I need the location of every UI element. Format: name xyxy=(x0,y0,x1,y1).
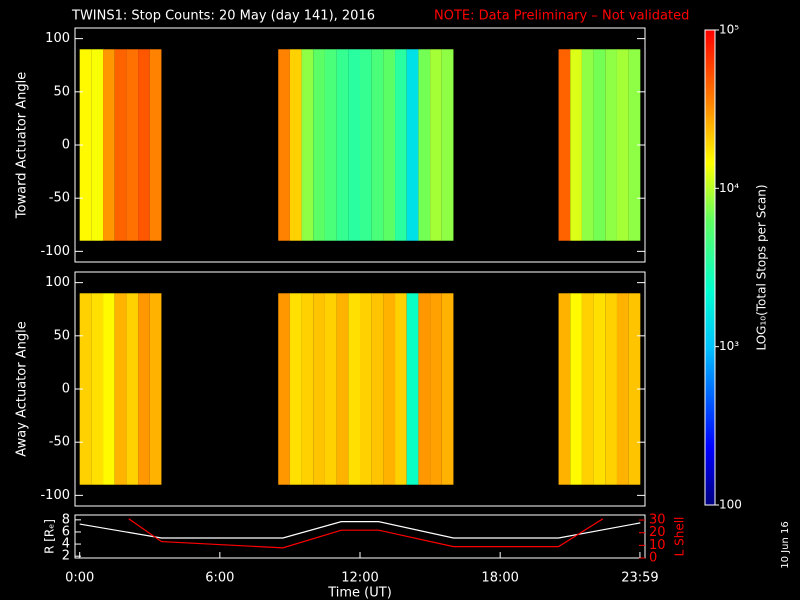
heat-cell xyxy=(313,293,325,485)
heat-cell xyxy=(430,49,442,241)
heat-cell xyxy=(406,49,419,241)
heat-cell xyxy=(558,49,571,241)
heat-cell xyxy=(138,293,150,485)
heat-cell xyxy=(114,49,127,241)
heat-cell xyxy=(360,293,372,485)
y2-tick-label: 10 xyxy=(649,538,666,553)
colorbar-tick-label: 100 xyxy=(719,498,742,512)
heat-cell xyxy=(149,49,162,241)
y-tick-label: 2 xyxy=(62,549,70,564)
heat-cell xyxy=(628,49,641,241)
date-stamp: 10 Jun 16 xyxy=(780,521,791,568)
y-axis-label: R [Rₑ] xyxy=(43,519,57,554)
heat-cell xyxy=(430,293,442,485)
y-axis-label: Toward Actuator Angle xyxy=(15,72,30,219)
heat-cell xyxy=(324,49,337,241)
x-tick-label: 0:00 xyxy=(65,571,94,586)
heat-cell xyxy=(103,49,115,241)
plot-area xyxy=(79,518,641,549)
y-tick-label: -100 xyxy=(40,244,70,259)
y-tick-label: -50 xyxy=(49,435,70,450)
y2-tick-label: 30 xyxy=(649,513,666,528)
chart-title: TWINS1: Stop Counts: 20 May (day 141), 2… xyxy=(71,9,375,24)
heat-cell xyxy=(126,49,139,241)
heat-cell xyxy=(371,293,384,485)
heat-cell xyxy=(605,293,617,485)
heat-cell xyxy=(138,49,150,241)
heat-cell xyxy=(289,49,302,241)
heat-cell xyxy=(324,293,337,485)
series-line xyxy=(79,521,641,539)
heat-cell xyxy=(301,293,314,485)
y-tick-label: 100 xyxy=(45,31,70,46)
heat-cell xyxy=(149,293,162,485)
heat-cell xyxy=(570,49,582,241)
x-tick-label: 12:00 xyxy=(341,571,378,586)
heat-cell xyxy=(301,49,314,241)
heat-cell xyxy=(581,49,594,241)
x-tick-label: 23:59 xyxy=(621,571,658,586)
heat-cell xyxy=(278,49,290,241)
y-tick-label: 0 xyxy=(62,382,70,397)
heat-cell xyxy=(360,49,372,241)
y2-axis-label: L Shell xyxy=(673,517,687,557)
y-tick-label: 4 xyxy=(62,537,70,552)
heat-cell xyxy=(558,293,571,485)
heat-cell xyxy=(114,293,127,485)
heat-cell xyxy=(593,49,606,241)
heat-cell xyxy=(570,293,582,485)
heat-cell xyxy=(581,293,594,485)
y2-tick-label: 0 xyxy=(649,551,657,566)
heat-cell xyxy=(441,49,454,241)
heat-cell xyxy=(616,293,629,485)
heat-cell xyxy=(91,293,104,485)
heat-cell xyxy=(348,293,360,485)
heat-cell xyxy=(383,293,396,485)
heat-cell xyxy=(418,293,431,485)
y-tick-label: 8 xyxy=(62,512,70,527)
heat-cell xyxy=(103,293,115,485)
heat-cell xyxy=(418,49,431,241)
colorbar-tick-label: 10³ xyxy=(719,339,739,353)
colorbar-tick-label: 10⁴ xyxy=(719,181,739,195)
y-axis-label: Away Actuator Angle xyxy=(15,321,30,456)
heat-cell xyxy=(336,293,349,485)
colorbar-label: LOG₁₀(Total Stops per Scan) xyxy=(755,184,769,350)
heat-cell xyxy=(126,293,139,485)
heat-cell xyxy=(289,293,302,485)
heat-cell xyxy=(79,49,92,241)
y2-tick-label: 20 xyxy=(649,525,666,540)
y-tick-label: 0 xyxy=(62,138,70,153)
y-tick-label: 50 xyxy=(53,84,70,99)
heat-cell xyxy=(336,49,349,241)
x-axis-label: Time (UT) xyxy=(327,586,392,600)
y-tick-label: 6 xyxy=(62,524,70,539)
note: NOTE: Data Preliminary – Not validated xyxy=(434,9,689,24)
heat-cell xyxy=(278,293,290,485)
heat-cell xyxy=(313,49,325,241)
heat-cell xyxy=(406,293,419,485)
y-tick-label: 100 xyxy=(45,275,70,290)
colorbar-tick-label: 10⁵ xyxy=(719,23,739,37)
heat-cell xyxy=(383,49,396,241)
y-tick-label: -50 xyxy=(49,191,70,206)
heat-cell xyxy=(605,49,617,241)
colorbar xyxy=(704,29,716,506)
y-tick-label: -100 xyxy=(40,488,70,503)
x-tick-label: 6:00 xyxy=(205,571,234,586)
heat-cell xyxy=(348,49,360,241)
heat-cell xyxy=(616,49,629,241)
heat-cell xyxy=(371,49,384,241)
heat-cell xyxy=(91,49,104,241)
heat-cell xyxy=(628,293,641,485)
heat-cell xyxy=(79,293,92,485)
y-tick-label: 50 xyxy=(53,328,70,343)
series-line xyxy=(128,518,604,549)
heat-cell xyxy=(395,49,407,241)
heat-cell xyxy=(395,293,407,485)
x-tick-label: 18:00 xyxy=(481,571,518,586)
heat-cell xyxy=(593,293,606,485)
heat-cell xyxy=(441,293,454,485)
